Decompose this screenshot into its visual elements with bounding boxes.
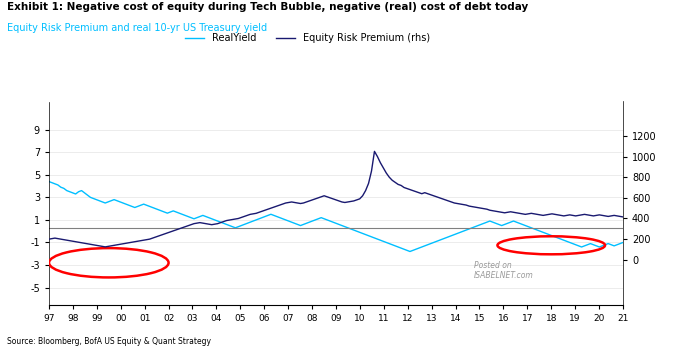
Equity Risk Premium (rhs): [503, 210, 512, 215]
RealYield: [539, 230, 547, 235]
Equity Risk Premium (rhs): [563, 213, 571, 217]
Equity Risk Premium (rhs): [619, 215, 627, 219]
Equity Risk Premium (rhs): [202, 222, 210, 226]
Line: RealYield: RealYield: [49, 182, 623, 252]
Text: Posted on
ISABELNET.com: Posted on ISABELNET.com: [474, 261, 533, 280]
RealYield: [500, 222, 509, 226]
Equity Risk Premium (rhs): [542, 213, 550, 217]
RealYield: [45, 180, 53, 184]
RealYield: [559, 238, 568, 242]
Text: Equity Risk Premium and real 10-yr US Treasury yield: Equity Risk Premium and real 10-yr US Tr…: [7, 23, 267, 33]
RealYield: [77, 189, 85, 193]
Text: Exhibit 1: Negative cost of equity during Tech Bubble, negative (real) cost of d: Exhibit 1: Negative cost of equity durin…: [7, 2, 528, 12]
Equity Risk Premium (rhs): [77, 241, 85, 245]
Text: Source: Bloomberg, BofA US Equity & Quant Strategy: Source: Bloomberg, BofA US Equity & Quan…: [7, 337, 211, 346]
RealYield: [199, 213, 207, 217]
Equity Risk Premium (rhs): [45, 237, 53, 241]
RealYield: [406, 250, 414, 254]
Legend: RealYield, Equity Risk Premium (rhs): RealYield, Equity Risk Premium (rhs): [181, 29, 434, 47]
Equity Risk Premium (rhs): [370, 149, 379, 153]
Equity Risk Premium (rhs): [101, 245, 109, 249]
Equity Risk Premium (rhs): [349, 199, 358, 203]
RealYield: [346, 227, 355, 231]
Line: Equity Risk Premium (rhs): Equity Risk Premium (rhs): [49, 151, 623, 247]
RealYield: [619, 240, 627, 245]
